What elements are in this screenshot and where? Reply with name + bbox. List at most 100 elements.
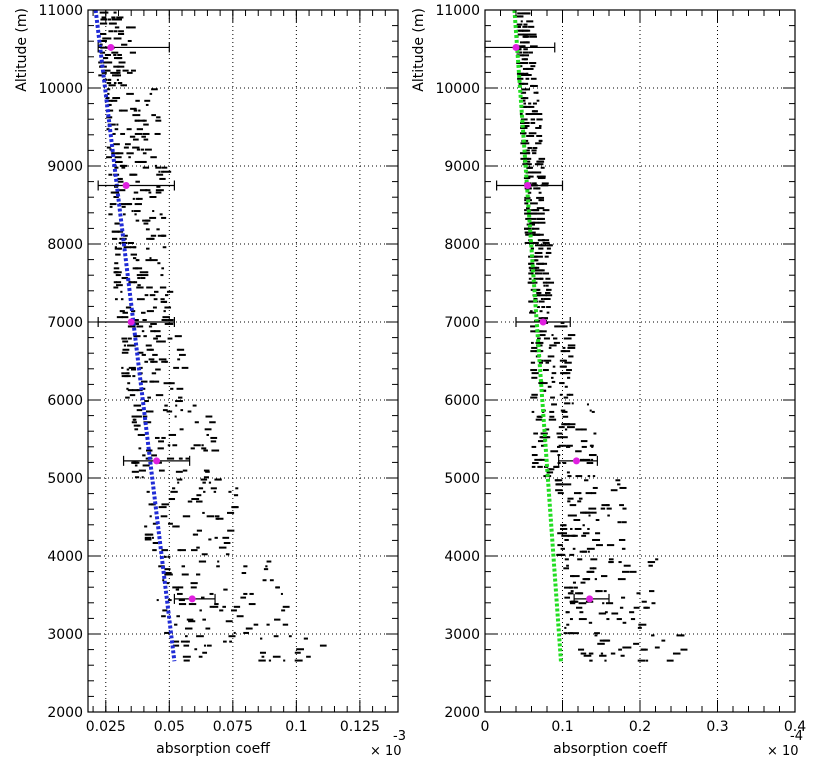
measurement-point <box>132 138 139 141</box>
measurement-point <box>233 494 239 497</box>
measurement-point <box>530 202 538 205</box>
measurement-point <box>177 358 181 361</box>
measurement-point <box>192 404 197 407</box>
measurement-point <box>618 648 622 651</box>
measurement-point <box>540 297 544 300</box>
measurement-point <box>527 146 532 149</box>
measurement-point <box>181 565 186 568</box>
measurement-point <box>546 306 551 309</box>
measurement-point <box>541 306 544 309</box>
measurement-point <box>116 78 119 81</box>
measurement-point <box>142 454 146 457</box>
measurement-point <box>567 497 574 500</box>
measurement-point <box>175 470 183 473</box>
measurement-point <box>525 171 534 174</box>
measurement-point <box>170 490 178 493</box>
measurement-point <box>569 553 575 556</box>
measurement-point <box>126 152 134 155</box>
measurement-point <box>539 458 546 461</box>
measurement-point <box>580 652 587 655</box>
measurement-point <box>115 281 122 284</box>
measurement-point <box>188 620 196 623</box>
measurement-point <box>606 544 615 547</box>
measurement-point <box>620 654 625 657</box>
y-tick-label: 6000 <box>444 393 480 409</box>
measurement-point <box>118 30 124 33</box>
measurement-point <box>164 404 168 407</box>
measurement-point <box>572 581 576 584</box>
measurement-point <box>158 469 165 472</box>
measurement-point <box>530 121 536 124</box>
measurement-point <box>190 447 195 450</box>
measurement-point <box>127 337 132 340</box>
measurement-point <box>651 634 655 637</box>
measurement-point <box>281 609 286 612</box>
measurement-point <box>536 196 545 199</box>
measurement-point <box>142 415 148 418</box>
measurement-point <box>208 538 212 541</box>
measurement-point <box>132 114 141 117</box>
x-tick-label: 0.1 <box>551 719 573 735</box>
measurement-point <box>586 547 595 550</box>
measurement-point <box>557 454 561 457</box>
measurement-point <box>161 436 166 439</box>
measurement-point <box>611 612 619 615</box>
measurement-point <box>591 410 595 413</box>
measurement-point <box>145 103 149 106</box>
measurement-point <box>543 359 552 362</box>
measurement-point <box>588 621 593 624</box>
measurement-point <box>543 337 550 340</box>
measurement-point <box>225 553 230 556</box>
measurement-point <box>540 166 545 169</box>
measurement-point <box>563 359 567 362</box>
measurement-point <box>530 247 535 250</box>
measurement-point <box>114 271 122 274</box>
measurement-point <box>116 69 121 72</box>
measurement-point <box>180 640 188 643</box>
measurement-point <box>120 109 128 112</box>
measurement-point <box>158 170 161 173</box>
measurement-point <box>553 341 560 344</box>
measurement-point <box>595 590 603 593</box>
measurement-point <box>149 294 156 297</box>
measurement-point <box>615 479 621 482</box>
measurement-point <box>172 644 180 647</box>
measurement-point <box>621 521 627 524</box>
measurement-point <box>114 298 118 301</box>
measurement-point <box>526 207 530 210</box>
measurement-point <box>538 199 542 202</box>
measurement-point <box>120 177 123 180</box>
measurement-point <box>183 659 190 662</box>
measurement-point <box>113 267 120 270</box>
measurement-point <box>584 511 587 514</box>
measurement-point <box>121 166 126 169</box>
measurement-point <box>141 380 148 383</box>
measurement-point <box>537 465 543 468</box>
measurement-point <box>522 73 526 76</box>
x-axis-multiplier: × 10 <box>767 744 799 759</box>
measurement-point <box>606 618 610 621</box>
measurement-point <box>535 142 542 145</box>
measurement-point <box>564 402 571 405</box>
measurement-point <box>155 166 162 169</box>
measurement-point <box>166 290 174 293</box>
measurement-point <box>530 212 537 215</box>
measurement-point <box>579 611 584 614</box>
measurement-point <box>133 109 138 112</box>
measurement-point <box>544 291 551 294</box>
measurement-point <box>571 402 574 405</box>
measurement-point <box>541 182 549 185</box>
measurement-point <box>149 216 157 219</box>
measurement-point <box>163 170 172 173</box>
measurement-point <box>566 471 570 474</box>
measurement-point <box>203 490 206 493</box>
measurement-point <box>536 134 543 137</box>
measurement-point <box>148 358 155 361</box>
measurement-point <box>182 515 191 518</box>
measurement-point <box>113 37 122 40</box>
measurement-point <box>523 23 528 26</box>
measurement-point <box>146 490 150 493</box>
measurement-point <box>151 88 158 91</box>
measurement-point <box>520 121 527 124</box>
measurement-point <box>120 84 124 87</box>
